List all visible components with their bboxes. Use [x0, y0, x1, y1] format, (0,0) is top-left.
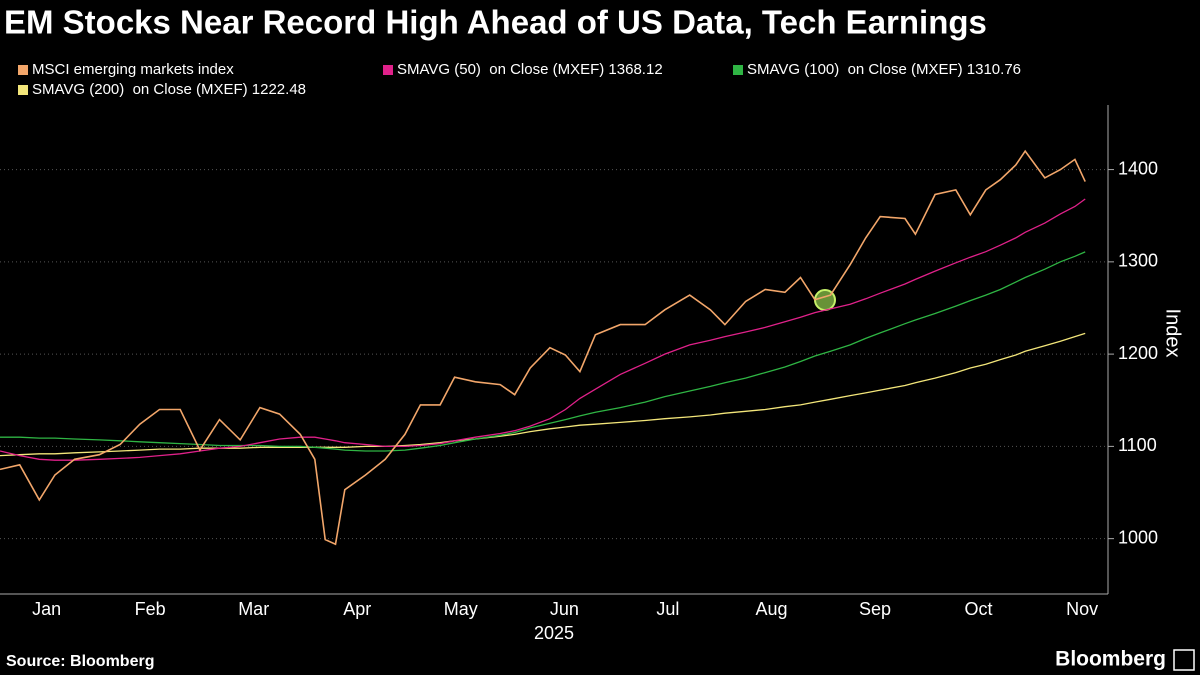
y-tick-label: 1100 [1118, 435, 1157, 455]
series-line [0, 198, 1086, 461]
brand: Bloomberg [1055, 648, 1166, 671]
series-line [0, 332, 1086, 457]
brand-icon [1173, 649, 1195, 671]
chart-title: EM Stocks Near Record High Ahead of US D… [4, 4, 987, 41]
x-tick-label: Jul [656, 599, 679, 619]
x-tick-label: Nov [1066, 599, 1098, 619]
series-line [0, 149, 1086, 546]
legend-label: SMAVG (200) on Close (MXEF) 1222.48 [32, 81, 306, 98]
legend-label: SMAVG (100) on Close (MXEF) 1310.76 [747, 61, 1021, 78]
legend-swatch [383, 65, 393, 75]
x-tick-label: May [444, 599, 478, 619]
legend-label: MSCI emerging markets index [32, 61, 234, 78]
y-tick-label: 1400 [1118, 158, 1158, 178]
legend-label: SMAVG (50) on Close (MXEF) 1368.12 [397, 61, 663, 78]
y-tick-label: 1000 [1118, 527, 1158, 547]
x-tick-label: Sep [859, 599, 891, 619]
x-tick-label: Feb [135, 599, 166, 619]
y-tick-label: 1200 [1118, 343, 1158, 363]
source: Source: Bloomberg [6, 653, 154, 670]
y-axis-label: Index [1162, 309, 1184, 358]
x-axis-label: 2025 [534, 623, 574, 643]
legend-swatch [733, 65, 743, 75]
y-tick-label: 1300 [1118, 251, 1158, 271]
legend-swatch [18, 65, 28, 75]
x-tick-label: Jun [550, 599, 579, 619]
x-tick-label: Aug [755, 599, 787, 619]
x-tick-label: Jan [32, 599, 61, 619]
x-tick-label: Mar [238, 599, 269, 619]
x-tick-label: Apr [343, 599, 371, 619]
x-tick-label: Oct [965, 599, 993, 619]
legend-swatch [18, 85, 28, 95]
